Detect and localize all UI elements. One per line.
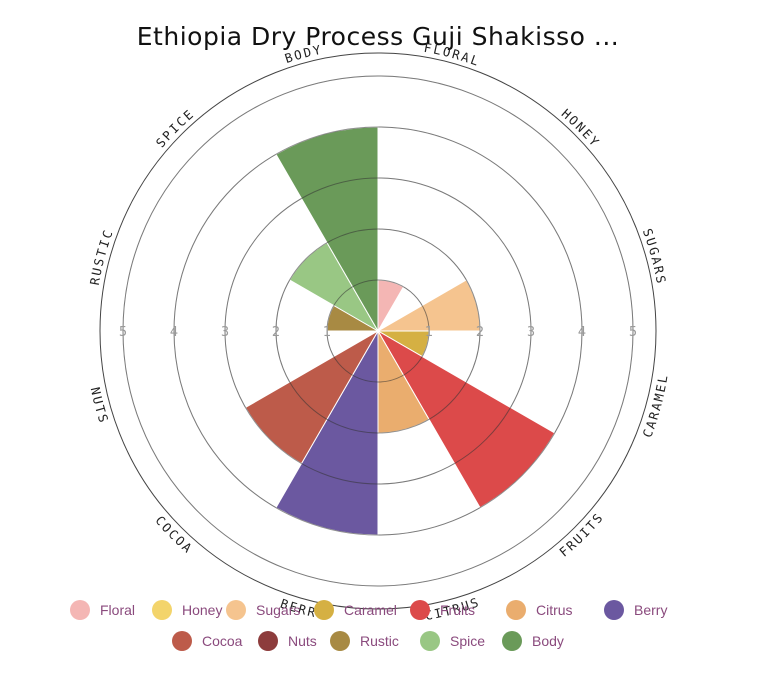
legend-label: Nuts (288, 633, 317, 649)
legend-swatch (70, 600, 90, 620)
tick-label-4-left: 4 (170, 325, 178, 340)
axis-label-caramel: CARAMEL (639, 372, 670, 439)
tick-label-3-right: 3 (527, 325, 535, 340)
legend-swatch (314, 600, 334, 620)
legend-item-citrus[interactable]: Citrus (506, 600, 573, 620)
legend: Floral Honey Sugars Caramel Fruits Citrus Berr… (70, 600, 667, 651)
legend-label: Caramel (344, 602, 397, 618)
legend-swatch (152, 600, 172, 620)
tick-label-2-left: 2 (272, 325, 280, 340)
legend-swatch (226, 600, 246, 620)
axis-label-fruits: FRUITS (556, 509, 606, 559)
legend-swatch (172, 631, 192, 651)
polar-grid-overlay (99, 52, 657, 610)
legend-label: Fruits (440, 602, 475, 618)
legend-label: Body (532, 633, 564, 649)
grid-ring-dark-1 (326, 279, 430, 383)
legend-label: Honey (182, 602, 222, 618)
tick-label-5-left: 5 (119, 325, 127, 340)
tick-label-3-left: 3 (221, 325, 229, 340)
tick-label-4-right: 4 (578, 325, 586, 340)
legend-item-honey[interactable]: Honey (152, 600, 222, 620)
legend-swatch (410, 600, 430, 620)
grid-ring-dark-3 (224, 177, 532, 485)
legend-label: Rustic (360, 633, 399, 649)
legend-item-nuts[interactable]: Nuts (258, 631, 317, 651)
legend-swatch (502, 631, 522, 651)
tick-label-1-right: 1 (425, 325, 433, 340)
tick-label-1-left: 1 (323, 325, 331, 340)
legend-label: Sugars (256, 602, 300, 618)
legend-item-fruits[interactable]: Fruits (410, 600, 475, 620)
legend-swatch (420, 631, 440, 651)
legend-item-berry[interactable]: Berry (604, 600, 667, 620)
axis-label-cocoa: COCOA (152, 513, 196, 557)
axis-label-rustic: RUSTIC (87, 226, 116, 286)
legend-swatch (330, 631, 350, 651)
tick-label-5-right: 5 (629, 325, 637, 340)
grid-ring-dark-2 (275, 228, 481, 434)
legend-item-body[interactable]: Body (502, 631, 564, 651)
legend-item-spice[interactable]: Spice (420, 631, 485, 651)
tick-label-2-right: 2 (476, 325, 484, 340)
legend-item-caramel[interactable]: Caramel (314, 600, 397, 620)
legend-label: Cocoa (202, 633, 243, 649)
legend-label: Floral (100, 602, 135, 618)
legend-item-cocoa[interactable]: Cocoa (172, 631, 243, 651)
legend-swatch (506, 600, 526, 620)
legend-label: Citrus (536, 602, 573, 618)
outer-ring (99, 52, 657, 610)
legend-item-rustic[interactable]: Rustic (330, 631, 399, 651)
axis-label-sugars: SUGARS (640, 226, 669, 286)
legend-label: Spice (450, 633, 485, 649)
legend-item-floral[interactable]: Floral (70, 600, 135, 620)
data-slices (244, 126, 556, 536)
chart-title: Ethiopia Dry Process Guji Shakisso ... (137, 22, 619, 51)
grid-ring-dark-4 (173, 126, 583, 536)
legend-swatch (604, 600, 624, 620)
radial-tick-labels: 1 1 2 2 3 3 4 4 5 5 (119, 325, 637, 340)
axis-label-spice: SPICE (153, 106, 198, 151)
axis-label-honey: HONEY (559, 106, 604, 151)
grid-ring-dark-5 (122, 75, 634, 587)
legend-item-sugars[interactable]: Sugars (226, 600, 300, 620)
legend-label: Berry (634, 602, 667, 618)
legend-swatch (258, 631, 278, 651)
axis-label-nuts: NUTS (88, 386, 112, 426)
